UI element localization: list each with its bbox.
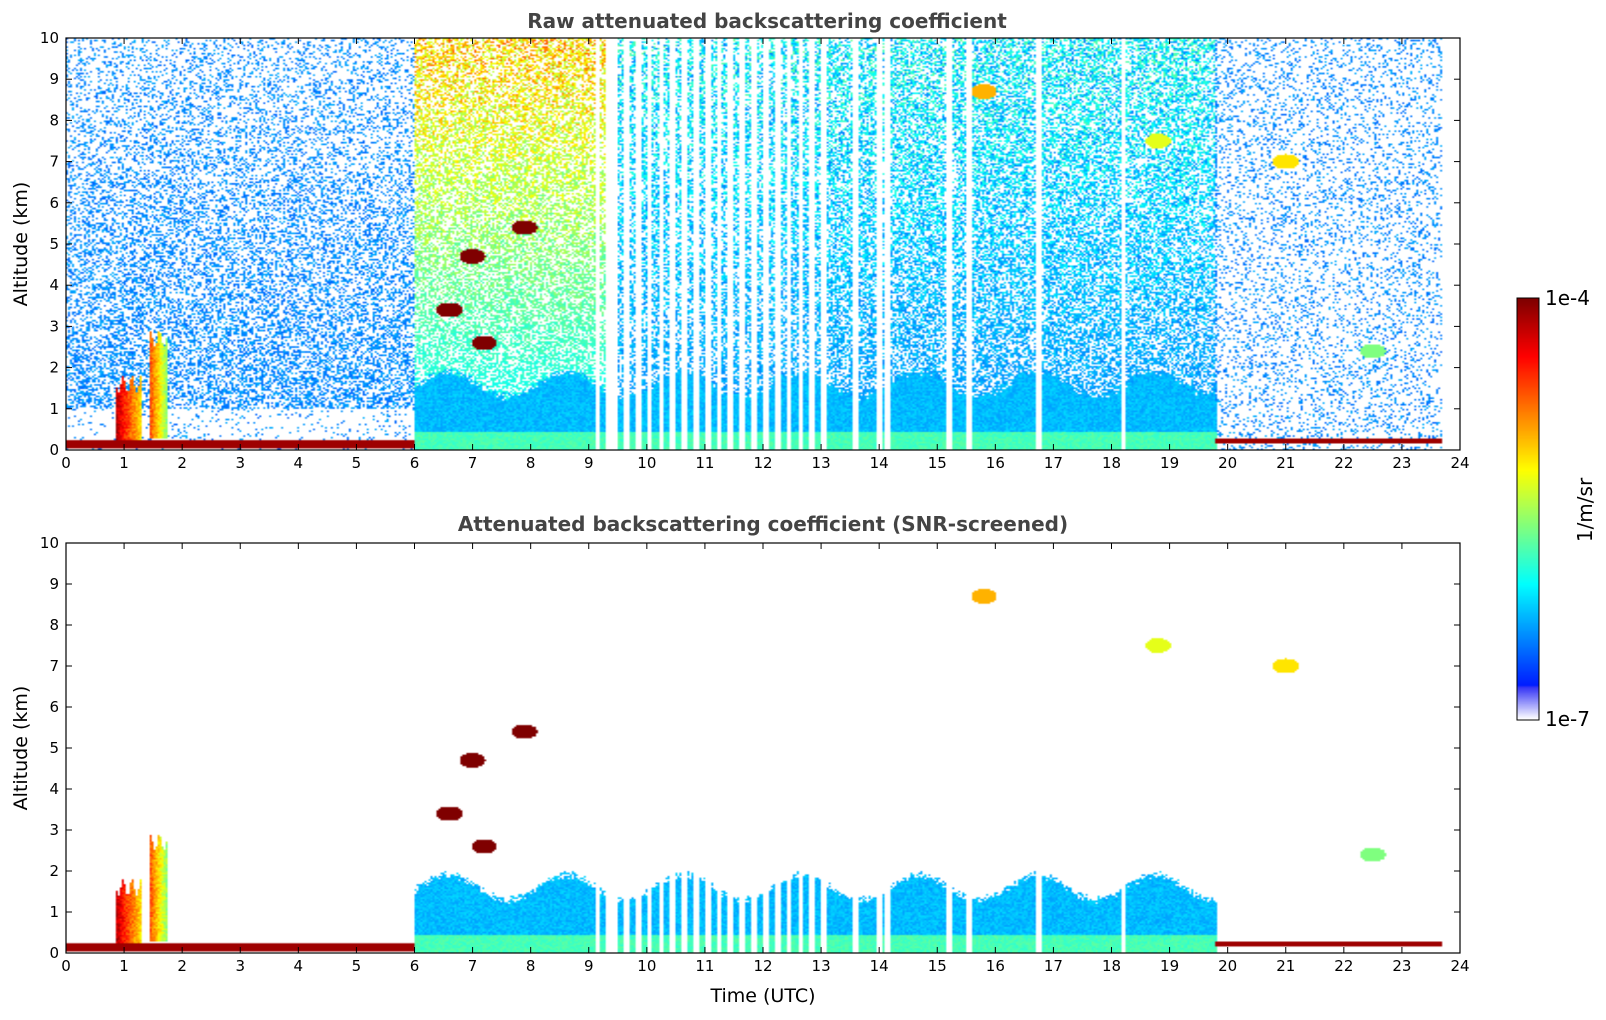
- top-panel-title: Raw attenuated backscattering coefficien…: [527, 9, 1007, 33]
- y-tick-label: 5: [49, 739, 59, 757]
- x-tick-label: 11: [695, 454, 714, 472]
- x-tick-label: 6: [410, 454, 420, 472]
- bottom-y-axis-label: Altitude (km): [10, 686, 32, 811]
- x-tick-label: 7: [468, 454, 478, 472]
- x-tick-label: 10: [637, 957, 656, 975]
- x-tick-label: 18: [1102, 454, 1121, 472]
- colorbar-min-label: 1e-7: [1545, 707, 1590, 731]
- y-tick-label: 10: [40, 29, 59, 47]
- x-tick-label: 12: [753, 454, 772, 472]
- y-tick-label: 2: [49, 359, 59, 377]
- top-heatmap: [66, 38, 1460, 450]
- top-y-axis: 0 1 2 3 4 5 6 7 8 9 10: [40, 29, 1460, 459]
- y-tick-label: 8: [49, 111, 59, 129]
- bottom-heatmap-image: [66, 543, 1460, 953]
- bottom-panel: Attenuated backscattering coefficient (S…: [10, 512, 1470, 1007]
- x-tick-label: 22: [1334, 454, 1353, 472]
- y-tick-label: 7: [49, 153, 59, 171]
- top-x-axis: 0 1 2 3 4 5 6 7 8 9 10 11 12 13 14 15 16 17 18 19 20 21 22 23 24: [61, 38, 1470, 472]
- x-tick-label: 3: [235, 957, 245, 975]
- x-tick-label: 17: [1044, 957, 1063, 975]
- x-tick-label: 2: [177, 957, 187, 975]
- x-tick-label: 8: [526, 957, 536, 975]
- y-tick-label: 3: [49, 821, 59, 839]
- x-tick-label: 20: [1218, 454, 1237, 472]
- x-tick-label: 13: [812, 957, 831, 975]
- x-tick-label: 14: [870, 957, 889, 975]
- x-tick-label: 3: [235, 454, 245, 472]
- x-tick-label: 21: [1276, 454, 1295, 472]
- x-tick-label: 19: [1160, 454, 1179, 472]
- x-tick-label: 1: [119, 454, 129, 472]
- x-tick-label: 0: [61, 454, 71, 472]
- x-tick-label: 21: [1276, 957, 1295, 975]
- x-tick-label: 15: [928, 454, 947, 472]
- x-tick-label: 2: [177, 454, 187, 472]
- bottom-y-axis: 0 1 2 3 4 5 6 7 8 9 10: [40, 534, 1460, 962]
- x-tick-label: 17: [1044, 454, 1063, 472]
- x-tick-label: 15: [928, 957, 947, 975]
- top-heatmap-image: [66, 38, 1460, 450]
- x-tick-label: 14: [870, 454, 889, 472]
- x-tick-label: 23: [1392, 957, 1411, 975]
- x-tick-label: 8: [526, 454, 536, 472]
- y-tick-label: 9: [49, 575, 59, 593]
- y-tick-label: 1: [49, 400, 59, 418]
- x-tick-label: 9: [584, 957, 594, 975]
- y-tick-label: 5: [49, 235, 59, 253]
- top-panel: Raw attenuated backscattering coefficien…: [10, 9, 1470, 472]
- colorbar-units-label: 1/m/sr: [1573, 477, 1597, 542]
- y-tick-label: 6: [49, 698, 59, 716]
- x-tick-label: 5: [352, 454, 362, 472]
- y-tick-label: 7: [49, 657, 59, 675]
- x-tick-label: 12: [753, 957, 772, 975]
- x-tick-label: 16: [986, 957, 1005, 975]
- x-tick-label: 7: [468, 957, 478, 975]
- x-tick-label: 4: [294, 454, 304, 472]
- x-tick-label: 22: [1334, 957, 1353, 975]
- x-tick-label: 6: [410, 957, 420, 975]
- x-tick-label: 24: [1450, 454, 1469, 472]
- x-tick-label: 10: [637, 454, 656, 472]
- bottom-heatmap: [66, 543, 1460, 953]
- x-tick-label: 11: [695, 957, 714, 975]
- y-tick-label: 3: [49, 317, 59, 335]
- y-tick-label: 6: [49, 194, 59, 212]
- top-y-axis-label: Altitude (km): [10, 182, 32, 307]
- colorbar-gradient: [1517, 298, 1539, 720]
- x-tick-label: 23: [1392, 454, 1411, 472]
- y-tick-label: 4: [49, 276, 59, 294]
- x-tick-label: 5: [352, 957, 362, 975]
- x-tick-label: 9: [584, 454, 594, 472]
- bottom-x-axis-label: Time (UTC): [709, 985, 815, 1007]
- x-tick-label: 20: [1218, 957, 1237, 975]
- y-tick-label: 2: [49, 862, 59, 880]
- x-tick-label: 4: [294, 957, 304, 975]
- y-tick-label: 10: [40, 534, 59, 552]
- x-tick-label: 18: [1102, 957, 1121, 975]
- colorbar: 1e-4 1e-7 1/m/sr: [1516, 286, 1597, 731]
- y-tick-label: 0: [49, 944, 59, 962]
- x-tick-label: 1: [119, 957, 129, 975]
- colorbar-max-label: 1e-4: [1545, 286, 1590, 310]
- x-tick-label: 13: [812, 454, 831, 472]
- x-tick-label: 0: [61, 957, 71, 975]
- y-tick-label: 0: [49, 441, 59, 459]
- x-tick-label: 19: [1160, 957, 1179, 975]
- bottom-x-axis: 0 1 2 3 4 5 6 7 8 9 10 11 12 13 14 15 16 17 18 19 20 21 22 23 24: [61, 543, 1470, 975]
- bottom-panel-title: Attenuated backscattering coefficient (S…: [458, 512, 1068, 536]
- x-tick-label: 16: [986, 454, 1005, 472]
- y-tick-label: 8: [49, 616, 59, 634]
- y-tick-label: 9: [49, 70, 59, 88]
- x-tick-label: 24: [1450, 957, 1469, 975]
- colorbar-frame: [1516, 297, 1540, 721]
- y-tick-label: 4: [49, 780, 59, 798]
- y-tick-label: 1: [49, 903, 59, 921]
